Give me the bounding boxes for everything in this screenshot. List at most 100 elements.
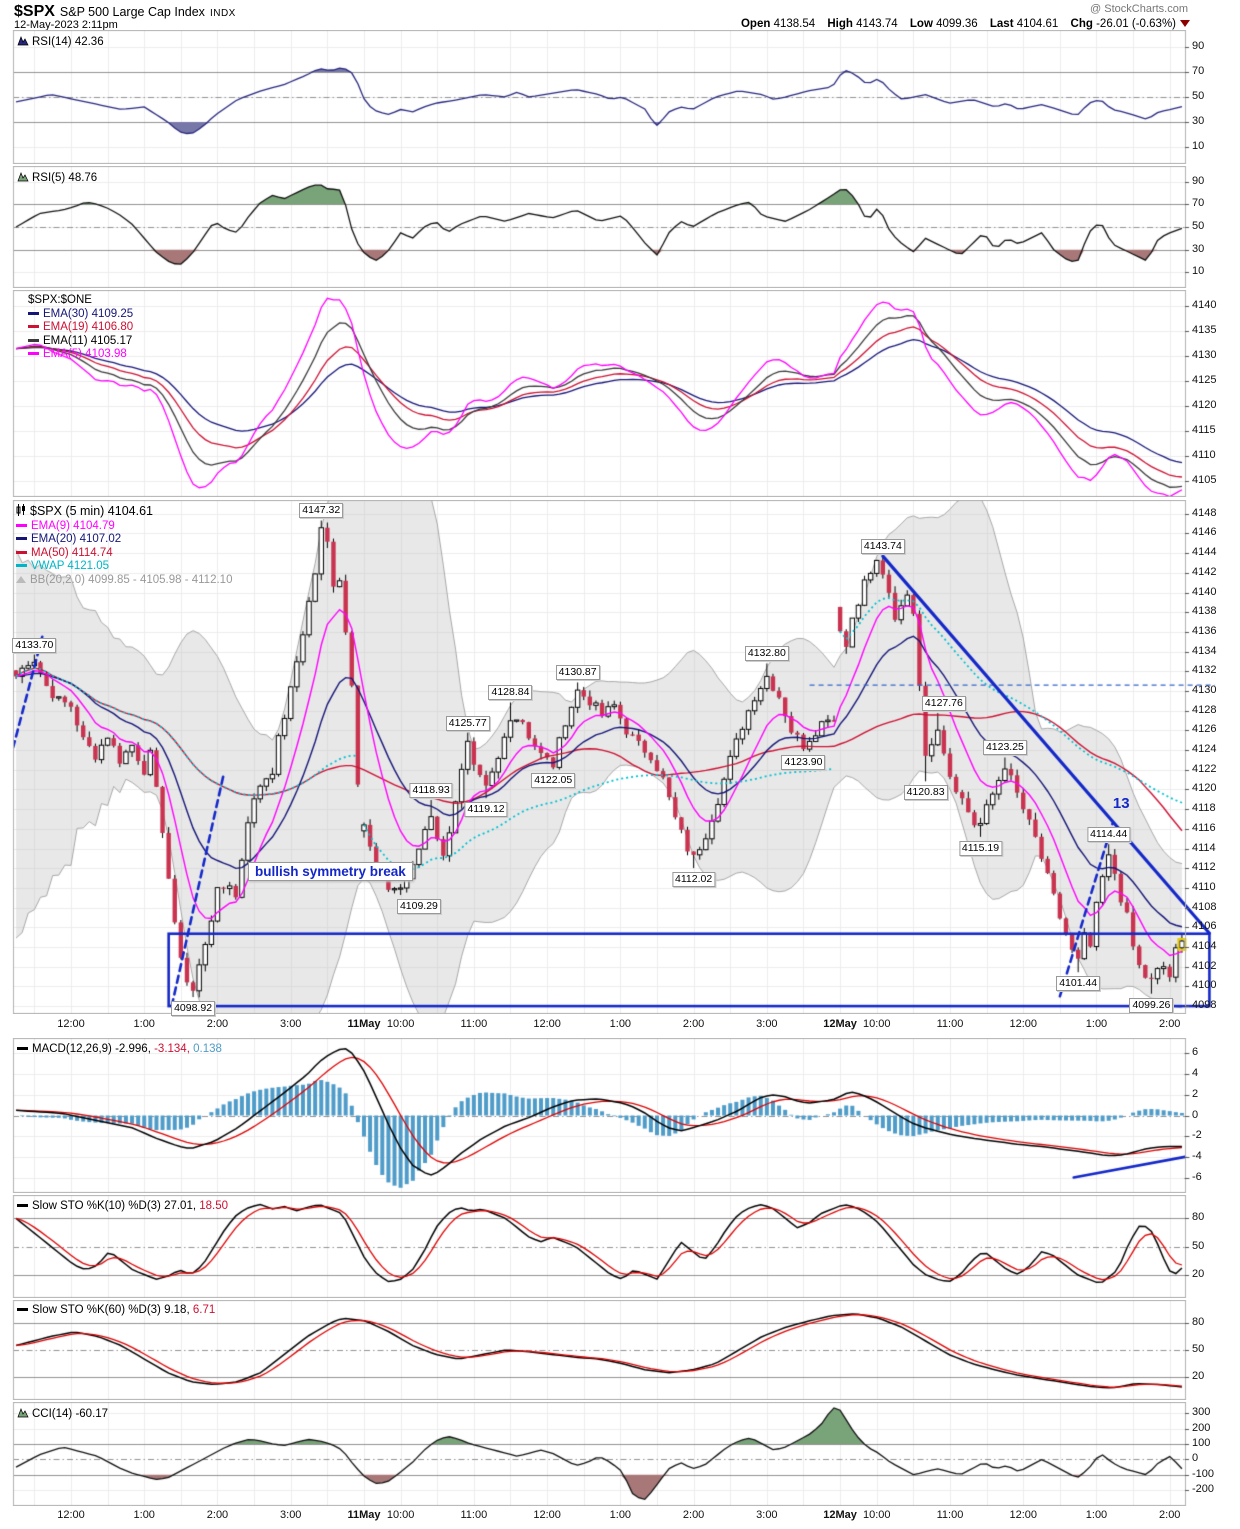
x-tick-label: 1:00 — [1085, 1509, 1108, 1521]
x-tick-label: 2:00 — [206, 1509, 229, 1521]
y-tick-label: -4 — [1192, 1149, 1202, 1162]
y-tick-label: 4124 — [1192, 743, 1217, 756]
price-annotation: 4109.29 — [396, 898, 441, 914]
y-tick-label: 4104 — [1192, 940, 1217, 953]
ratio-ema5-row: EMA(5) 4103.98 — [28, 348, 133, 362]
y-tick-label: 0 — [1192, 1452, 1199, 1465]
price-annotation: 4123.25 — [982, 740, 1027, 756]
y-tick-label: 4140 — [1192, 585, 1217, 598]
main-ema20-row: EMA(20) 4107.02 — [16, 533, 232, 547]
y-tick-label: 4120 — [1192, 399, 1217, 411]
x-tick-label: 2:00 — [682, 1018, 705, 1030]
y-tick-label: 4138 — [1192, 605, 1217, 618]
y-tick-label: 70 — [1192, 197, 1205, 210]
y-tick-label: 4135 — [1192, 324, 1217, 336]
area-chart-icon — [17, 35, 29, 49]
y-tick-label: 80 — [1192, 1211, 1205, 1224]
chart-header: $SPX S&P 500 Large Cap Index INDX — [14, 3, 236, 21]
x-tick-label: 10:00 — [386, 1018, 415, 1030]
y-tick-label: 30 — [1192, 242, 1205, 255]
candlestick-icon — [16, 504, 27, 520]
x-tick-label: 3:00 — [280, 1509, 302, 1521]
price-annotation: 4120.83 — [903, 785, 948, 801]
y-tick-label: 300 — [1192, 1406, 1211, 1419]
price-annotation: 4098.92 — [171, 1001, 216, 1017]
y-tick-label: 4102 — [1192, 959, 1217, 972]
chg-value: -26.01 (-0.63%) — [1096, 18, 1176, 30]
x-axis-main: 12:00 1:00 2:00 3:00 11May 10:00 11:00 12:00 1:0… — [0, 1018, 1240, 1038]
open-value: 4138.54 — [773, 18, 816, 30]
price-annotation: 4132.80 — [744, 646, 789, 662]
vwap-swatch — [16, 564, 27, 568]
macd-value-red: -3.134, — [154, 1043, 190, 1055]
x-tick-label: 11:00 — [460, 1509, 488, 1521]
y-tick-label: 4125 — [1192, 374, 1217, 386]
price-annotation: 4133.70 — [12, 637, 57, 653]
y-tick-label: 50 — [1192, 220, 1205, 232]
y-tick-label: -200 — [1192, 1483, 1215, 1496]
sto10-value-black: Slow STO %K(10) %D(3) 27.01, — [32, 1200, 197, 1212]
y-tick-label: 4148 — [1192, 506, 1217, 519]
main-bb-row: BB(20,2.0) 4099.85 - 4105.98 - 4112.10 — [16, 574, 232, 589]
price-annotation: 4128.84 — [488, 685, 533, 701]
y-tick-label: 70 — [1192, 65, 1205, 78]
ratio-ema11-row: EMA(11) 4105.17 — [28, 335, 133, 349]
rsi14-canvas — [0, 30, 1240, 164]
symbol-name: S&P 500 Large Cap Index — [59, 5, 205, 19]
ratio-ema19-row: EMA(19) 4106.80 — [28, 321, 133, 335]
x-tick-label: 12:00 — [533, 1018, 561, 1030]
y-tick-label: 50 — [1192, 1343, 1205, 1355]
x-tick-label: 1:00 — [133, 1018, 155, 1030]
x-tick-label: 3:00 — [280, 1018, 302, 1030]
low-value: 4099.36 — [936, 18, 978, 30]
last-value: 4104.61 — [1016, 18, 1059, 30]
x-tick-label: 11May — [347, 1509, 381, 1521]
x-tick-label: 12May — [823, 1018, 857, 1030]
chg-down-arrow-icon[interactable] — [1180, 20, 1190, 28]
ratio-title: $SPX:$ONE — [28, 294, 92, 306]
ema20-swatch — [16, 537, 27, 541]
y-tick-label: -6 — [1192, 1170, 1202, 1183]
chart-datetime: 12-May-2023 2:11pm — [14, 19, 118, 31]
y-tick-label: 4115 — [1192, 424, 1216, 436]
price-annotation: 4127.76 — [921, 696, 966, 712]
x-tick-label: 12:00 — [1009, 1509, 1037, 1521]
rsi14-legend-text: RSI(14) 42.36 — [32, 36, 104, 48]
x-tick-label: 3:00 — [756, 1509, 778, 1521]
x-tick-label: 1:00 — [133, 1509, 155, 1521]
x-axis-bottom: 12:00 1:00 2:00 3:00 11May 10:00 11:00 12:00 1:0… — [0, 1509, 1240, 1529]
y-tick-label: 10 — [1192, 265, 1205, 278]
ema9-swatch — [16, 523, 27, 527]
y-tick-label: 90 — [1192, 174, 1205, 187]
x-tick-label: 11:00 — [936, 1509, 964, 1521]
y-tick-label: 4120 — [1192, 782, 1217, 795]
y-tick-label: 4108 — [1192, 900, 1217, 913]
y-tick-label: 4130 — [1192, 349, 1217, 361]
x-tick-label: 10:00 — [862, 1509, 891, 1521]
x-tick-label: 2:00 — [682, 1509, 705, 1521]
price-annotation: 4122.05 — [531, 773, 576, 789]
area-chart-icon — [17, 171, 29, 185]
y-tick-label: 4110 — [1192, 449, 1216, 461]
count-13-annotation: 13 — [1112, 795, 1130, 813]
ema5-swatch — [28, 352, 39, 356]
rsi5-legend: RSI(5) 48.76 — [17, 171, 97, 185]
y-tick-label: 4 — [1192, 1067, 1199, 1080]
y-tick-label: 50 — [1192, 1239, 1205, 1252]
y-tick-label: 4126 — [1192, 723, 1217, 736]
cci-legend-text: CCI(14) -60.17 — [32, 1408, 109, 1420]
macd-value-black: MACD(12,26,9) -2.996, — [32, 1043, 151, 1055]
bullish-symmetry-break-annotation: bullish symmetry break — [248, 862, 413, 882]
y-tick-label: 4146 — [1192, 526, 1217, 539]
y-tick-label: -2 — [1192, 1129, 1202, 1142]
main-ema9-row: EMA(9) 4104.79 — [16, 520, 232, 534]
y-tick-label: 4130 — [1192, 684, 1217, 697]
x-tick-label: 1:00 — [609, 1018, 632, 1030]
y-tick-label: 10 — [1192, 139, 1205, 152]
bollinger-band-icon — [16, 574, 27, 589]
x-tick-label: 2:00 — [1159, 1509, 1181, 1521]
y-tick-label: 4110 — [1192, 880, 1216, 893]
x-tick-label: 12:00 — [57, 1018, 85, 1030]
high-value: 4143.74 — [856, 18, 898, 30]
main-price-canvas — [0, 500, 1240, 1014]
